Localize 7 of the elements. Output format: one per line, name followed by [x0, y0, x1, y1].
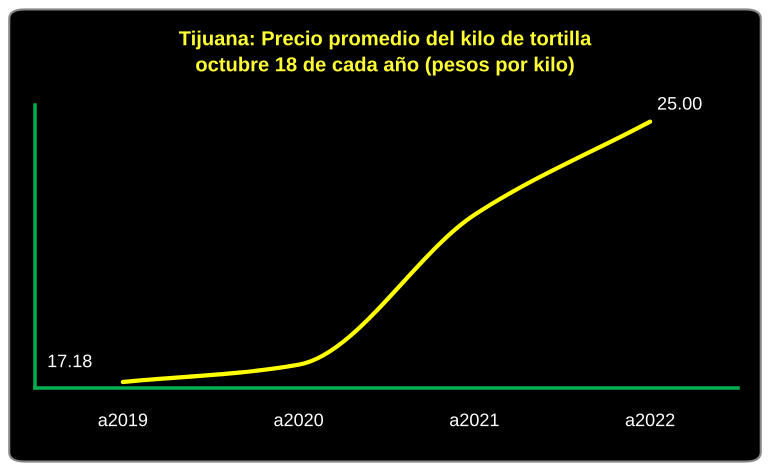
data-label: 25.00	[658, 96, 702, 110]
x-tick-label: a2019	[98, 413, 148, 426]
chart-title: Tijuana: Precio promedio del kilo de tortilla octubre 18 de cada año (pesos por kilo)	[178, 30, 592, 76]
x-tick-label: a2020	[274, 413, 324, 426]
x-tick-label: a2021	[450, 413, 499, 426]
x-tick-label: a2022	[626, 413, 674, 426]
data-label: 17.18	[48, 354, 92, 368]
